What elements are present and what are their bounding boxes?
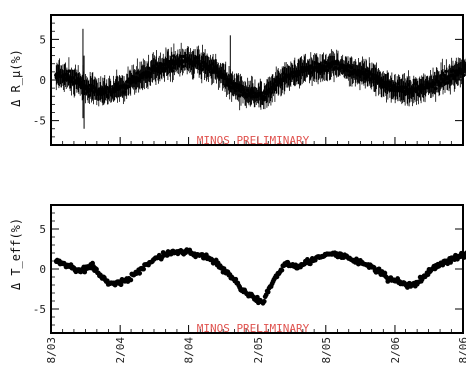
temperature-measurement	[233, 276, 239, 282]
temperature-measurement	[118, 282, 124, 288]
muon-rate-measurement	[67, 69, 71, 73]
muon-rate-y-tick-label: 0	[39, 74, 46, 87]
temperature-measurement	[141, 266, 146, 272]
temperature-measurement	[261, 299, 267, 304]
temperature-y-tick-label: 0	[39, 263, 46, 276]
temperature-y-tick-label: 5	[39, 223, 46, 236]
temperature-x-tick-label: 8/06	[457, 337, 466, 364]
temperature-measurement	[265, 289, 271, 295]
muon-rate-measurement	[108, 84, 112, 89]
temperature-x-tick-label: 8/05	[320, 337, 333, 364]
top-y-axis-label: Δ R_μ(%)	[9, 49, 23, 107]
bottom-plot-frame	[50, 204, 464, 334]
muon-rate-points	[54, 28, 466, 129]
temperature-y-tick-label: -5	[33, 303, 46, 316]
bottom-y-ticks: -5 0 5	[33, 204, 463, 334]
temperature-measurement	[94, 266, 99, 272]
top-x-ticks	[50, 137, 464, 145]
muon-rate-measurement	[164, 57, 168, 62]
top-preliminary-label: MINOS PRELIMINARY	[197, 134, 310, 147]
temperature-measurement	[128, 277, 134, 283]
muon-rate-y-tick-label: 5	[39, 33, 46, 46]
temperature-points	[53, 247, 466, 306]
temperature-measurement	[382, 270, 388, 276]
bottom-preliminary-label: MINOS PRELIMINARY	[197, 322, 310, 335]
top-y-ticks: -5 0 5	[33, 14, 463, 146]
bottom-y-axis-label: Δ T_eff(%)	[9, 218, 23, 290]
temperature-x-tick-label: 8/04	[183, 337, 196, 364]
temperature-measurement	[279, 267, 285, 273]
temperature-x-tick-label: 8/03	[45, 337, 58, 364]
muon-rate-measurement	[434, 86, 438, 91]
muon-rate-measurement	[170, 69, 175, 73]
muon-rate-measurement	[463, 67, 466, 71]
panel-effective-temperature: -5 0 5 8/03 2/04 8/04 2/05 8/05 2/06 8/06 Δ T_ef…	[9, 204, 466, 364]
panel-muon-rate: -5 0 5 Δ R_μ(%) MINOS PRELIMINARY	[9, 14, 466, 147]
temperature-x-tick-label: 2/05	[252, 337, 265, 364]
temperature-x-tick-label: 2/06	[389, 337, 402, 364]
muon-rate-measurement	[181, 64, 185, 69]
temperature-measurement	[137, 270, 143, 276]
bottom-x-ticks: 8/03 2/04 8/04 2/05 8/05 2/06 8/06	[45, 325, 466, 364]
temperature-x-tick-label: 2/04	[114, 337, 127, 364]
muon-rate-measurement	[444, 69, 449, 74]
muon-rate-y-tick-label: -5	[33, 115, 46, 128]
